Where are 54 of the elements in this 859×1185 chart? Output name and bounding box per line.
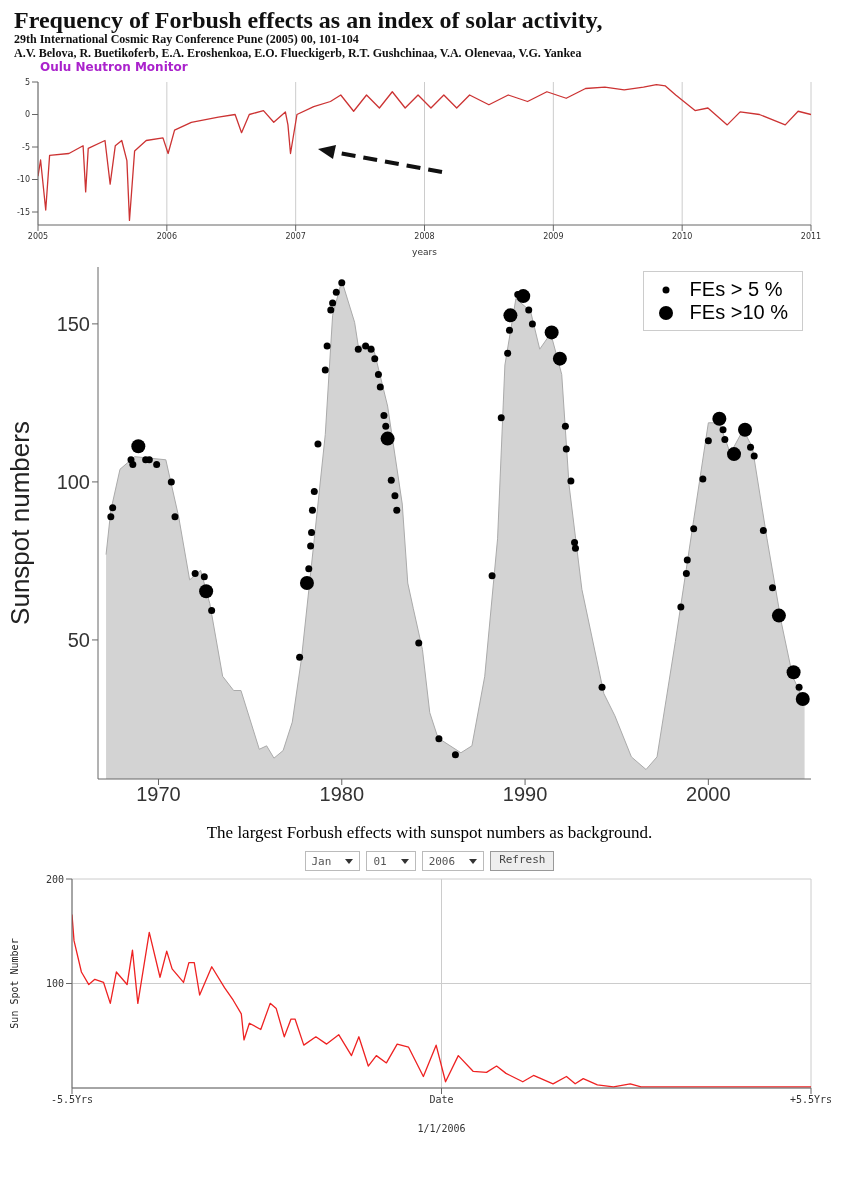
- point: [738, 422, 753, 437]
- line-series: [38, 83, 811, 222]
- legend-label: FEs > 5 %: [689, 278, 783, 301]
- y-tick-label: 200: [45, 873, 64, 885]
- y-tick-label: 100: [45, 978, 64, 990]
- text: 29th International Cosmic Ray Conference Pune (2005) 00, 101-104: [14, 32, 360, 46]
- point: [380, 431, 395, 446]
- y-axis-title: Sunspot numbers: [5, 421, 36, 625]
- y-tick-label: 0: [24, 110, 30, 120]
- y-tick-label: 50: [67, 629, 90, 652]
- text: Frequency of Forbush effects as an index of solar activity,: [14, 7, 604, 33]
- point: [299, 576, 314, 591]
- x-tick-label: 1980: [319, 783, 365, 806]
- y-tick-label: 150: [56, 312, 90, 335]
- point: [771, 608, 786, 623]
- x-tick-label: +5.5Yrs: [789, 1094, 833, 1106]
- chart-title: Oulu Neutron Monitor: [39, 60, 189, 74]
- x-tick-label: 2000: [686, 783, 731, 806]
- x-tick-label: Date: [429, 1094, 454, 1106]
- x-axis-title: 1/1/2006: [417, 1123, 466, 1134]
- x-tick-label: 1990: [502, 783, 548, 806]
- y-tick-label: 100: [56, 471, 90, 494]
- x-tick-label: 2005: [27, 231, 49, 241]
- x-tick-label: 2008: [414, 231, 435, 241]
- dropdown: 01: [366, 851, 416, 871]
- x-tick-label: 2009: [543, 231, 564, 241]
- point: [712, 411, 727, 426]
- y-tick-label: -10: [16, 175, 30, 185]
- x-tick-label: 2010: [671, 231, 693, 241]
- text: The largest Forbush effects with sunspot numbers as background.: [205, 823, 654, 843]
- legend-label: FEs >10 %: [689, 301, 788, 324]
- button: Refresh: [490, 851, 555, 871]
- y-tick-label: 5: [24, 77, 30, 87]
- point: [131, 439, 146, 454]
- x-tick-label: 2007: [285, 231, 306, 241]
- x-tick-label: 2006: [156, 231, 178, 241]
- text: A.V. Belova, R. Buetikoferb, E.A. Eroshenkoa, E.O. Flueckigerb, R.T. Gushchinaa, V.A. Olenevaa, V.G. Yankea: [14, 46, 583, 60]
- dropdown: 2006: [421, 851, 485, 871]
- point: [552, 351, 567, 366]
- y-axis-title: Sun Spot Number: [8, 938, 20, 1029]
- point: [795, 692, 810, 707]
- point: [503, 308, 518, 323]
- y-tick-label: -15: [16, 207, 30, 217]
- point: [544, 325, 559, 340]
- point: [199, 584, 214, 599]
- dropdown: Jan: [304, 851, 361, 871]
- x-axis-title: years: [412, 247, 438, 257]
- point: [786, 665, 801, 680]
- x-tick-label: 1970: [136, 783, 181, 806]
- y-tick-label: -5: [22, 142, 30, 152]
- point: [727, 447, 742, 462]
- x-tick-label: 2011: [800, 231, 822, 241]
- point: [516, 289, 531, 304]
- x-tick-label: -5.5Yrs: [50, 1094, 94, 1106]
